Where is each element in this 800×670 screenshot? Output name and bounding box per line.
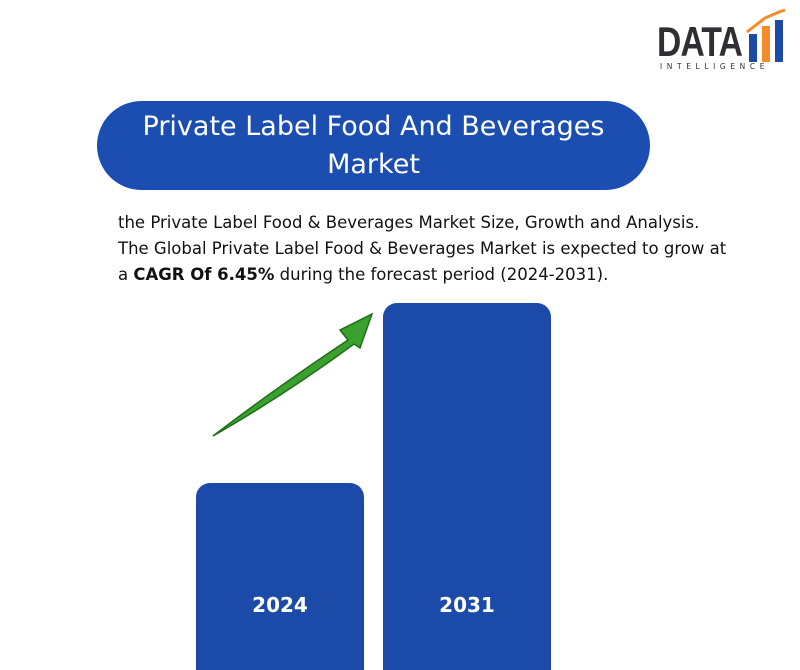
text: a	[118, 265, 134, 284]
text: during the forecast period (2024-2031).	[274, 265, 609, 284]
logo-icon	[746, 8, 786, 62]
description-line: a CAGR Of 6.45% during the forecast peri…	[118, 262, 788, 288]
logo-tagline: INTELLIGENCE	[660, 62, 770, 71]
title-banner: Private Label Food And Beverages Market	[97, 101, 650, 190]
cagr: CAGR Of 6.45%	[133, 265, 275, 284]
bar-label: 2024	[252, 593, 308, 617]
bar: 2031	[383, 303, 551, 670]
description: the Private Label Food & Beverages Marke…	[118, 210, 788, 288]
title: Private Label Food And Beverages Market	[142, 110, 605, 180]
bar-label: 2031	[439, 593, 495, 617]
bar: 2024	[196, 483, 364, 670]
description-line: the Private Label Food & Beverages Marke…	[118, 213, 700, 232]
logo-name: DATA	[657, 18, 743, 65]
description-line: The Global Private Label Food & Beverage…	[118, 239, 727, 258]
